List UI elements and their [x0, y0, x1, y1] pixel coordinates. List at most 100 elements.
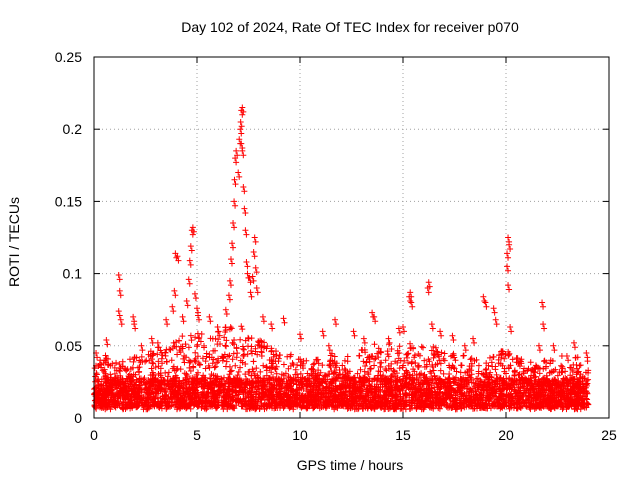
data-point: [297, 331, 303, 338]
data-point: [446, 371, 453, 378]
data-point: [240, 108, 247, 115]
data-point: [505, 282, 512, 289]
data-point: [117, 368, 124, 375]
data-point: [535, 364, 542, 371]
data-point: [94, 354, 101, 361]
data-point: [493, 403, 500, 410]
data-point: [178, 395, 185, 402]
data-point: [109, 381, 116, 388]
data-point: [310, 379, 317, 386]
data-point: [174, 253, 181, 260]
data-point: [492, 381, 499, 388]
data-point: [407, 289, 414, 296]
data-point: [430, 351, 437, 358]
data-point: [199, 355, 206, 362]
data-point: [433, 391, 440, 398]
data-point: [182, 382, 189, 389]
data-point: [192, 358, 199, 365]
data-point: [356, 374, 363, 381]
data-point: [533, 389, 540, 396]
data-point: [330, 376, 337, 383]
data-point: [442, 394, 449, 401]
data-point: [493, 321, 500, 328]
data-point: [191, 377, 198, 384]
data-point: [125, 401, 132, 408]
data-point: [335, 399, 342, 406]
data-point: [522, 389, 529, 396]
data-point: [282, 370, 289, 377]
data-point: [489, 363, 496, 370]
data-point: [491, 387, 498, 394]
data-point: [247, 403, 254, 410]
data-point: [450, 350, 457, 357]
data-point: [322, 396, 329, 403]
data-point: [194, 330, 201, 337]
data-point: [264, 396, 271, 403]
data-point: [319, 328, 326, 335]
data-point: [239, 111, 246, 118]
data-point: [119, 392, 126, 399]
data-point: [328, 367, 335, 374]
data-point: [354, 370, 361, 377]
data-point: [504, 263, 511, 270]
data-point: [232, 202, 239, 209]
data-point: [358, 402, 365, 409]
data-point: [237, 357, 244, 364]
data-point: [531, 379, 538, 386]
data-point: [561, 392, 568, 399]
data-point: [472, 397, 479, 404]
data-point: [103, 337, 110, 344]
data-point: [255, 383, 262, 390]
data-point: [226, 371, 233, 378]
data-point: [460, 352, 467, 359]
data-point: [492, 393, 499, 400]
data-point: [375, 345, 382, 352]
data-point: [440, 370, 447, 377]
data-point: [222, 306, 229, 313]
data-point: [314, 402, 321, 409]
data-point: [242, 361, 249, 368]
data-point: [316, 383, 323, 390]
data-point: [542, 389, 549, 396]
data-point: [458, 391, 465, 398]
data-point: [107, 371, 114, 378]
data-point: [392, 394, 399, 401]
data-point: [168, 384, 175, 391]
data-point: [437, 367, 444, 374]
data-point: [106, 382, 113, 389]
data-point: [333, 321, 340, 328]
data-point: [168, 390, 175, 397]
data-point: [239, 104, 246, 111]
data-point: [364, 354, 371, 361]
data-point: [535, 342, 542, 349]
data-point: [508, 328, 515, 335]
data-point: [170, 377, 177, 384]
data-point: [206, 313, 213, 320]
data-point: [146, 402, 153, 409]
data-point: [154, 339, 161, 346]
data-point: [297, 370, 304, 377]
data-point: [557, 393, 564, 400]
data-point: [150, 399, 157, 406]
data-point: [375, 354, 382, 361]
data-point: [317, 369, 324, 376]
data-point: [493, 371, 500, 378]
data-point: [148, 335, 155, 342]
data-point: [539, 385, 546, 392]
data-point: [306, 372, 313, 379]
data-point: [497, 374, 504, 381]
data-point: [232, 362, 239, 369]
data-point: [428, 347, 435, 354]
data-point: [540, 397, 547, 404]
data-point: [403, 379, 410, 386]
data-point: [429, 325, 436, 332]
data-point: [208, 383, 215, 390]
data-point: [382, 366, 389, 373]
data-point: [505, 254, 512, 261]
data-point: [395, 400, 402, 407]
data-point: [527, 359, 534, 366]
data-point: [403, 367, 410, 374]
data-point: [377, 396, 384, 403]
data-point: [585, 376, 592, 383]
data-point: [449, 332, 456, 339]
